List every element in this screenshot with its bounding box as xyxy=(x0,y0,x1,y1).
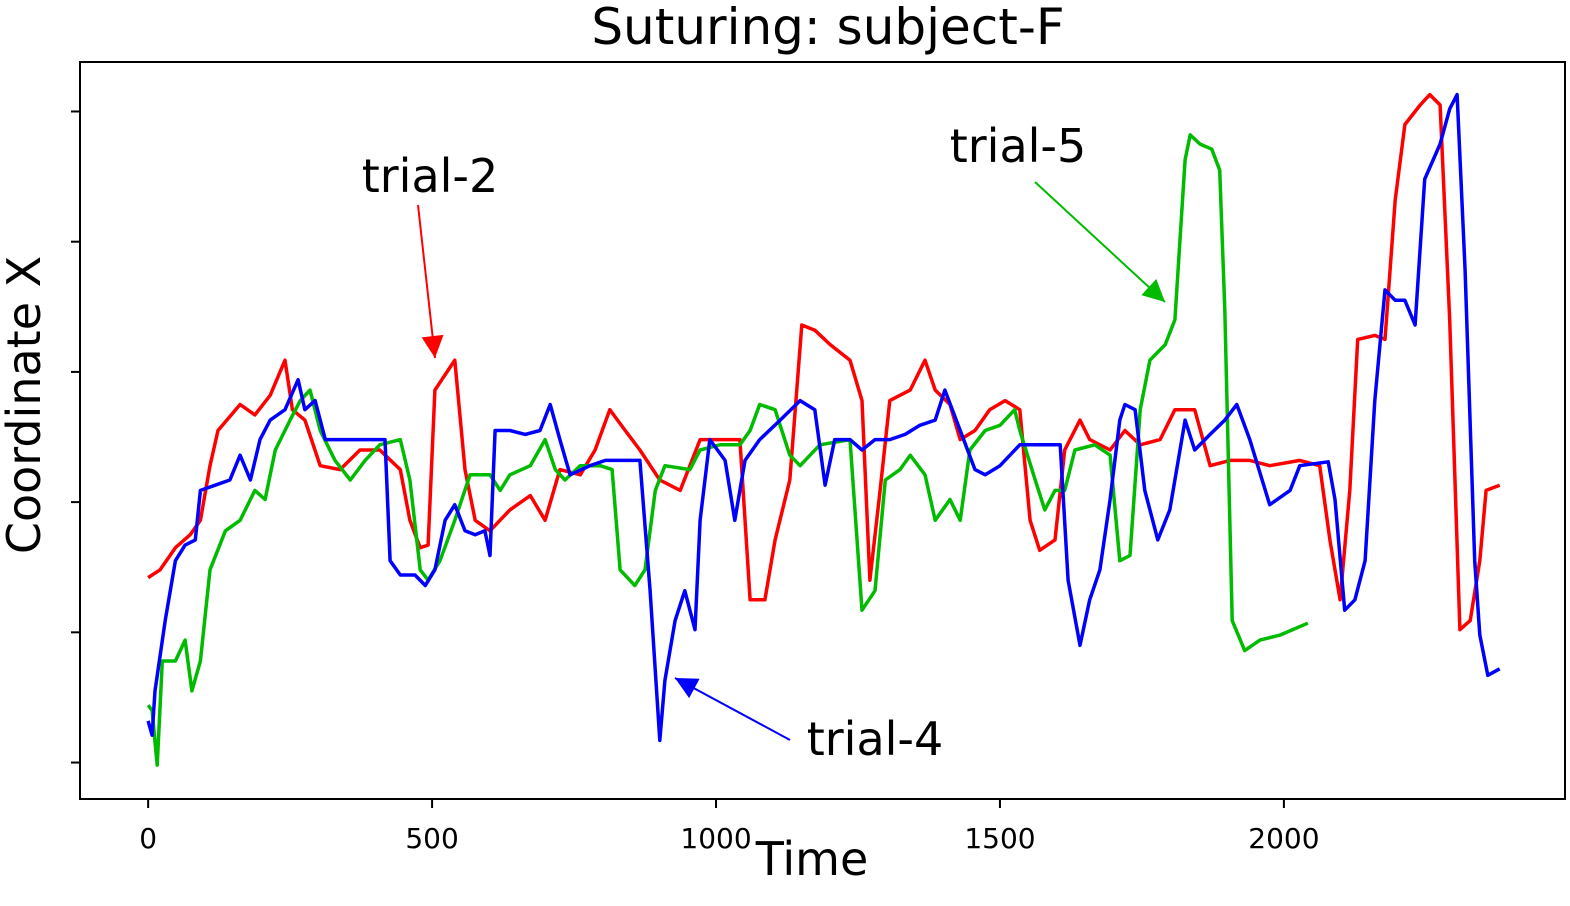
annotation-arrow xyxy=(417,204,444,359)
series-annotation: trial-2 xyxy=(362,149,499,203)
series-annotation: trial-4 xyxy=(807,712,944,766)
y-axis-label: Coordinate X xyxy=(0,256,51,554)
x-tick-label: 1000 xyxy=(680,822,751,855)
data-line xyxy=(147,92,1501,632)
x-tick-label: 1500 xyxy=(964,822,1035,855)
axes-frame xyxy=(79,61,1566,800)
x-tick-label: 0 xyxy=(139,822,157,855)
data-line xyxy=(146,133,1309,767)
data-line xyxy=(146,92,1501,743)
x-axis-label: Time xyxy=(755,832,869,886)
annotation-arrow xyxy=(1034,181,1166,303)
chart-title: Suturing: subject-F xyxy=(591,0,1064,56)
annotation-arrow xyxy=(674,677,791,741)
series-annotation: trial-5 xyxy=(950,119,1087,173)
plot-area xyxy=(146,92,1501,767)
x-tick-label: 2000 xyxy=(1248,822,1319,855)
x-tick-label: 500 xyxy=(405,822,458,855)
